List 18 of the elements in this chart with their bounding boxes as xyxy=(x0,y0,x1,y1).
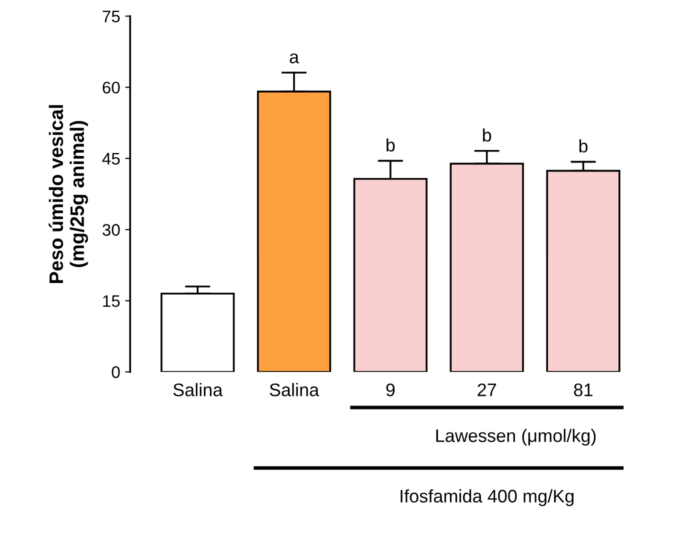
y-tick-label: 45 xyxy=(102,153,120,165)
y-tick-label: 75 xyxy=(102,10,120,22)
data-label: b xyxy=(483,128,492,142)
x-tick-label: Salina xyxy=(270,383,320,396)
x-tick-label: 81 xyxy=(574,384,592,396)
x-tick-label: 27 xyxy=(478,384,496,396)
x-tick-label: Salina xyxy=(173,383,223,396)
data-label: b xyxy=(386,138,395,152)
y-tick-label: 15 xyxy=(103,295,120,307)
y-tick-label: 60 xyxy=(102,82,120,94)
y-tick-label: 30 xyxy=(102,224,120,236)
text: Lawessen (μmol/kg) xyxy=(436,428,596,446)
y-axis-title: Peso úmido vesical (mg/25g animal) xyxy=(48,105,88,283)
y-tick-label: 0 xyxy=(112,366,120,378)
data-label: a xyxy=(290,53,300,64)
text: Ifosfamida 400 mg/Kg xyxy=(400,489,574,506)
data-label: b xyxy=(579,139,588,153)
x-tick-label: 9 xyxy=(386,384,395,396)
